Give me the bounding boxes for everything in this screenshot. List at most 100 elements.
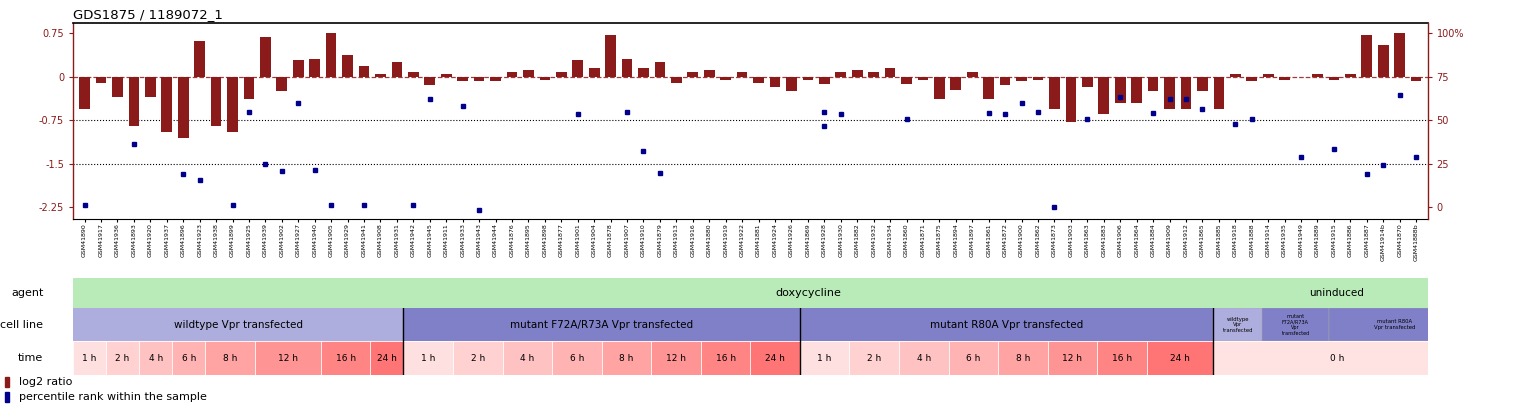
Text: 0 h: 0 h [1330, 354, 1344, 362]
Bar [621, 59, 633, 77]
Text: 6 h: 6 h [569, 354, 584, 362]
Text: 4 h: 4 h [916, 354, 931, 362]
Bar [1213, 77, 1224, 109]
Bar [700, 341, 750, 375]
Text: mutant
F72A/R73A
Vpr
transfected: mutant F72A/R73A Vpr transfected [1282, 313, 1309, 336]
Bar [1148, 77, 1158, 91]
Text: 24 h: 24 h [377, 354, 397, 362]
Bar [473, 77, 484, 81]
Bar [1312, 74, 1323, 77]
Text: uninduced: uninduced [1309, 288, 1364, 298]
Bar [601, 341, 651, 375]
Bar [998, 341, 1047, 375]
Bar [277, 77, 288, 91]
Bar [425, 77, 435, 85]
Bar [802, 77, 813, 80]
Bar [205, 341, 254, 375]
Bar [1262, 308, 1329, 341]
Bar [161, 77, 172, 132]
Bar [195, 40, 205, 77]
Bar [737, 72, 747, 77]
Text: log2 ratio: log2 ratio [18, 377, 72, 387]
Bar [96, 77, 107, 83]
Text: 2 h: 2 h [470, 354, 486, 362]
Bar [900, 341, 948, 375]
Bar [507, 72, 517, 77]
Text: 24 h: 24 h [1170, 354, 1190, 362]
Text: 4 h: 4 h [521, 354, 534, 362]
Bar [79, 77, 90, 109]
Bar [172, 341, 205, 375]
Bar [1146, 341, 1213, 375]
Bar [720, 77, 731, 80]
Bar [292, 60, 303, 77]
Bar [1394, 33, 1405, 77]
Text: 12 h: 12 h [1062, 354, 1082, 362]
Bar [589, 68, 600, 77]
Bar [1329, 77, 1339, 80]
Text: 8 h: 8 h [222, 354, 237, 362]
Bar [1247, 77, 1257, 81]
Text: wildtype
Vpr
transfected: wildtype Vpr transfected [1222, 317, 1253, 333]
Bar [651, 341, 700, 375]
Bar [139, 341, 172, 375]
Bar [638, 68, 648, 77]
Text: 1 h: 1 h [82, 354, 97, 362]
Bar [178, 77, 189, 138]
Bar [113, 77, 123, 97]
Bar [539, 77, 549, 80]
Bar [1082, 77, 1093, 87]
Text: 6 h: 6 h [181, 354, 196, 362]
Bar [750, 341, 801, 375]
Text: 4 h: 4 h [149, 354, 163, 362]
Bar [490, 77, 501, 81]
Text: 16 h: 16 h [1113, 354, 1132, 362]
Bar [951, 77, 962, 90]
Bar [1198, 77, 1208, 91]
Bar [801, 341, 849, 375]
Bar [801, 308, 1213, 341]
Text: 24 h: 24 h [766, 354, 785, 362]
Bar [654, 62, 665, 77]
Bar [753, 77, 764, 83]
Bar [1131, 77, 1142, 103]
Text: mutant R80A Vpr transfected: mutant R80A Vpr transfected [930, 320, 1084, 330]
Bar [1097, 341, 1146, 375]
Bar [128, 77, 139, 126]
Bar [1000, 77, 1011, 85]
Text: 1 h: 1 h [817, 354, 833, 362]
Bar [688, 72, 699, 77]
Bar [572, 60, 583, 77]
Bar [408, 72, 419, 77]
Bar [1411, 77, 1422, 81]
Bar [5, 392, 9, 402]
Bar [145, 77, 155, 97]
Bar [403, 341, 454, 375]
Bar [1263, 74, 1274, 77]
Bar [73, 308, 403, 341]
Bar [819, 77, 829, 84]
Text: time: time [18, 353, 43, 363]
Bar [370, 341, 403, 375]
Text: mutant F72A/R73A Vpr transfected: mutant F72A/R73A Vpr transfected [510, 320, 693, 330]
Bar [1230, 74, 1240, 77]
Bar [210, 77, 221, 126]
Bar [1164, 77, 1175, 109]
Bar [849, 341, 900, 375]
Bar [5, 377, 9, 387]
Bar [884, 68, 895, 77]
Bar [1047, 341, 1097, 375]
Text: 8 h: 8 h [619, 354, 633, 362]
Bar [342, 55, 353, 77]
Bar [901, 77, 912, 84]
Bar [1280, 77, 1291, 80]
Bar [606, 35, 616, 77]
Bar [309, 59, 320, 77]
Text: 6 h: 6 h [966, 354, 980, 362]
Bar [454, 341, 502, 375]
Bar [1065, 77, 1076, 122]
Bar [770, 77, 781, 87]
Bar [1213, 308, 1262, 341]
Bar [918, 77, 928, 80]
Bar [227, 77, 237, 132]
